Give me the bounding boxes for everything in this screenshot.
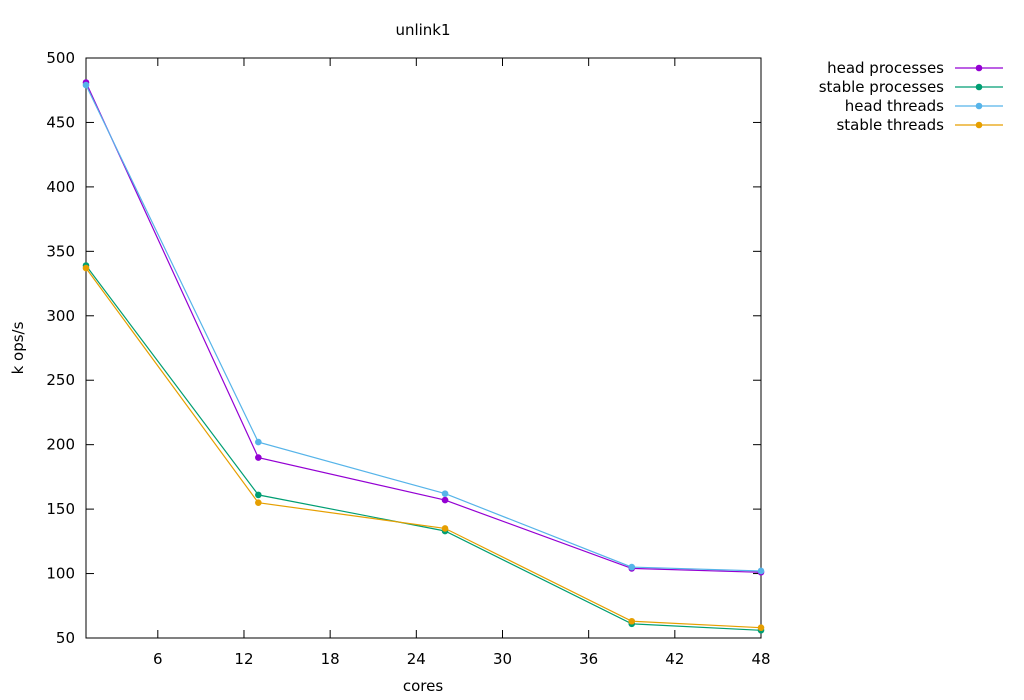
x-axis-label: cores	[403, 677, 443, 695]
y-axis-label: k ops/s	[9, 321, 27, 374]
y-tick-label: 500	[46, 49, 75, 67]
legend-swatch-point	[975, 83, 983, 91]
data-point	[82, 264, 90, 272]
y-tick-label: 100	[46, 565, 75, 583]
y-tick-label: 50	[56, 629, 75, 647]
y-tick-label: 350	[46, 242, 75, 260]
y-tick-label: 250	[46, 371, 75, 389]
data-point	[255, 491, 262, 499]
series-stable-threads	[82, 264, 765, 631]
legend-label: head processes	[827, 59, 944, 77]
legend-label: stable processes	[819, 78, 944, 96]
data-point	[628, 617, 636, 625]
legend-swatch-point	[975, 64, 983, 72]
legend-entry: head threads	[845, 97, 1003, 115]
x-tick-label: 24	[407, 650, 426, 668]
y-tick-label: 200	[46, 436, 75, 454]
series-line	[85, 265, 762, 631]
x-tick-label: 30	[493, 650, 512, 668]
chart-title: unlink1	[395, 21, 450, 39]
legend-entry: stable threads	[836, 116, 1003, 134]
series-line	[85, 84, 762, 572]
series-line	[85, 82, 762, 573]
x-tick-label: 12	[234, 650, 253, 668]
y-tick-label: 300	[46, 307, 75, 325]
legend-entry: head processes	[827, 59, 1003, 77]
data-point	[441, 490, 449, 497]
x-tick-label: 18	[321, 650, 340, 668]
legend-entry: stable processes	[819, 78, 1003, 96]
y-axis: 50 100 150 200 250 300 350 400 450 500	[46, 49, 761, 647]
y-tick-label: 400	[46, 178, 75, 196]
x-tick-label: 6	[153, 650, 163, 668]
data-point	[255, 454, 262, 461]
legend-label: head threads	[845, 97, 944, 115]
data-point	[82, 81, 90, 89]
x-axis: 6 12 18 24 30 36 42 48	[153, 58, 771, 668]
series-line	[85, 267, 762, 629]
legend-swatch-point	[975, 102, 983, 110]
series-stable-processes	[82, 262, 765, 634]
data-point	[628, 563, 636, 571]
data-point	[255, 438, 262, 446]
y-tick-label: 150	[46, 500, 75, 518]
x-tick-label: 36	[579, 650, 598, 668]
data-point	[757, 567, 765, 575]
series-head-processes	[82, 79, 765, 576]
plot-frame	[85, 57, 762, 639]
data-point	[441, 525, 449, 532]
x-tick-label: 48	[751, 650, 770, 668]
data-point	[255, 499, 262, 506]
legend-label: stable threads	[836, 116, 944, 134]
y-tick-label: 450	[46, 113, 75, 131]
series-head-threads	[82, 81, 765, 575]
data-point	[441, 496, 449, 504]
data-point	[757, 624, 765, 631]
legend-swatch-point	[975, 121, 983, 129]
series-layer	[82, 79, 765, 634]
x-tick-label: 42	[665, 650, 684, 668]
